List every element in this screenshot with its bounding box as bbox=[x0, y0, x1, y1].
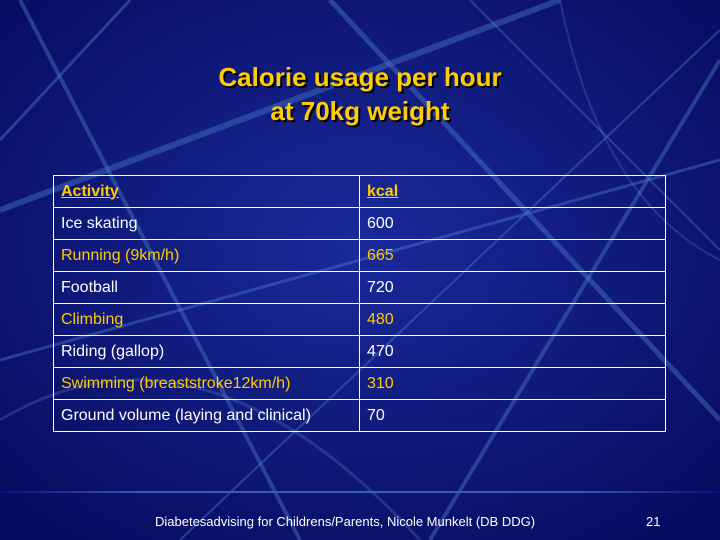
kcal-cell: 720 bbox=[359, 271, 666, 304]
kcal-cell: 310 bbox=[359, 367, 666, 400]
activity-cell: Riding (gallop) bbox=[53, 335, 360, 368]
slide-title: Calorie usage per hour at 70kg weight bbox=[0, 60, 720, 128]
header-activity: Activity bbox=[53, 175, 360, 208]
table-row: Swimming (breaststroke12km/h) 310 bbox=[53, 367, 666, 400]
activity-cell: Football bbox=[53, 271, 360, 304]
footer-divider bbox=[0, 491, 720, 493]
table-row: Football 720 bbox=[53, 271, 666, 304]
calorie-table: Activity kcal Ice skating 600 Running (9… bbox=[53, 175, 666, 432]
activity-cell: Ice skating bbox=[53, 207, 360, 240]
kcal-cell: 600 bbox=[359, 207, 666, 240]
table-row: Climbing 480 bbox=[53, 303, 666, 336]
activity-cell: Running (9km/h) bbox=[53, 239, 360, 272]
header-kcal: kcal bbox=[359, 175, 666, 208]
table-row: Ground volume (laying and clinical) 70 bbox=[53, 399, 666, 432]
table-header-row: Activity kcal bbox=[53, 175, 666, 208]
title-line-1: Calorie usage per hour bbox=[218, 62, 502, 92]
table-row: Ice skating 600 bbox=[53, 207, 666, 240]
kcal-cell: 665 bbox=[359, 239, 666, 272]
activity-cell: Ground volume (laying and clinical) bbox=[53, 399, 360, 432]
kcal-cell: 480 bbox=[359, 303, 666, 336]
footer-credit: Diabetesadvising for Childrens/Parents, … bbox=[155, 514, 536, 529]
activity-cell: Climbing bbox=[53, 303, 360, 336]
title-line-2: at 70kg weight bbox=[270, 96, 450, 126]
kcal-cell: 70 bbox=[359, 399, 666, 432]
activity-cell: Swimming (breaststroke12km/h) bbox=[53, 367, 360, 400]
page-number: 21 bbox=[646, 514, 661, 529]
table-row: Riding (gallop) 470 bbox=[53, 335, 666, 368]
kcal-cell: 470 bbox=[359, 335, 666, 368]
table-row: Running (9km/h) 665 bbox=[53, 239, 666, 272]
